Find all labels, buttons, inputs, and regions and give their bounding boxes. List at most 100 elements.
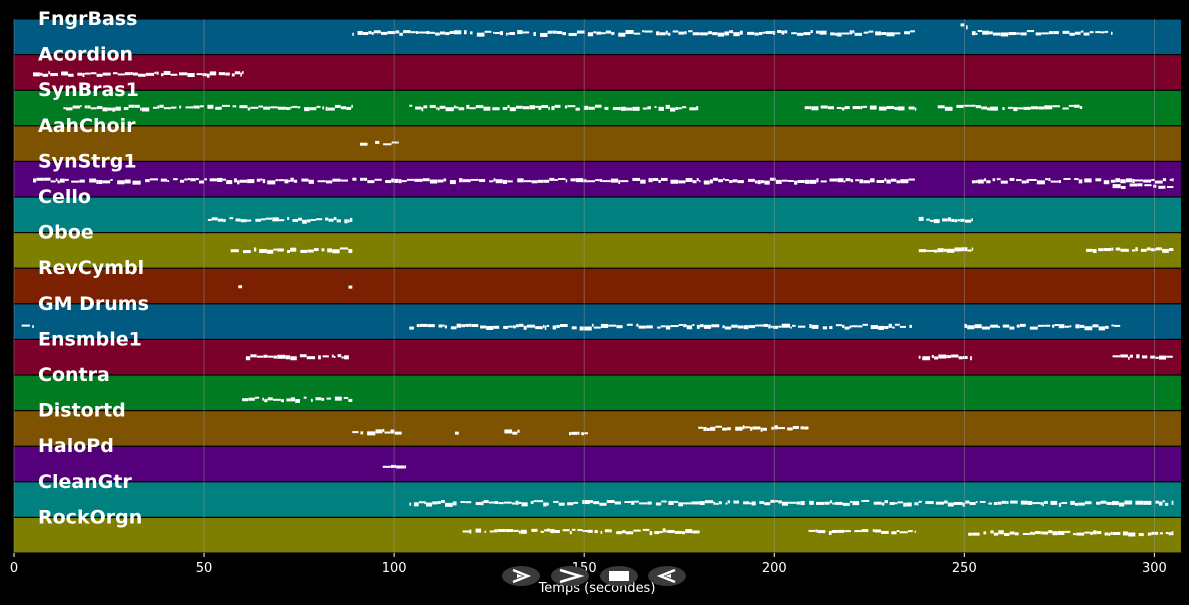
note	[1124, 500, 1133, 505]
note	[523, 325, 527, 330]
note	[956, 104, 964, 108]
note	[829, 178, 838, 182]
note	[1104, 30, 1109, 33]
rewind-button[interactable]	[502, 566, 540, 586]
note	[1009, 531, 1015, 535]
note	[1155, 500, 1159, 504]
note	[931, 354, 934, 358]
note	[453, 105, 456, 109]
note	[718, 501, 722, 505]
note	[717, 32, 725, 37]
note	[538, 105, 542, 110]
note	[703, 180, 710, 185]
note	[59, 178, 65, 183]
note	[954, 219, 958, 223]
forward-button[interactable]	[648, 566, 686, 586]
note	[733, 32, 740, 37]
note	[722, 427, 727, 431]
note	[1120, 354, 1128, 358]
note	[255, 396, 260, 399]
note	[616, 325, 623, 329]
note	[414, 178, 423, 182]
note	[841, 32, 850, 35]
note	[84, 72, 91, 75]
note	[647, 501, 652, 505]
note	[1151, 178, 1155, 181]
note	[1143, 179, 1152, 183]
note	[975, 105, 981, 109]
note	[762, 427, 767, 431]
note	[772, 325, 779, 329]
note	[787, 180, 794, 183]
note	[906, 502, 912, 507]
note	[657, 326, 661, 329]
note	[157, 105, 160, 109]
note	[115, 106, 121, 111]
note	[642, 30, 645, 33]
note	[926, 249, 934, 252]
note	[1162, 178, 1167, 182]
note	[493, 325, 500, 329]
note	[894, 32, 901, 35]
note	[966, 25, 968, 30]
note	[548, 106, 550, 110]
note	[769, 177, 776, 181]
note	[828, 530, 832, 535]
note	[765, 30, 773, 34]
note	[499, 31, 504, 36]
note	[1100, 500, 1107, 504]
track-labels: FngrBass Acordion SynBras1 AahChoir SynStrg1…	[38, 8, 149, 528]
note	[437, 179, 444, 183]
note	[337, 354, 342, 358]
note	[703, 426, 707, 431]
stop-button[interactable]	[600, 566, 638, 586]
note	[1032, 531, 1035, 535]
note	[275, 179, 279, 182]
note	[267, 397, 273, 401]
note	[261, 218, 266, 221]
note	[1064, 530, 1071, 533]
note	[1120, 179, 1126, 184]
tick-label: 250	[952, 561, 977, 576]
note	[277, 354, 286, 359]
note	[809, 324, 812, 329]
note	[862, 323, 869, 326]
note	[134, 104, 140, 108]
note	[481, 501, 484, 506]
note	[367, 431, 376, 436]
note	[816, 501, 825, 505]
tick-label: 200	[762, 561, 787, 576]
note	[124, 72, 131, 76]
note	[1020, 32, 1027, 36]
note	[878, 325, 885, 330]
note	[870, 178, 875, 183]
note	[729, 30, 734, 34]
note	[435, 32, 440, 36]
note	[778, 427, 786, 430]
note	[185, 106, 194, 109]
note	[685, 529, 693, 534]
note	[724, 326, 732, 330]
note	[399, 32, 403, 36]
note	[315, 218, 323, 221]
note	[258, 105, 263, 108]
note	[96, 179, 99, 184]
note	[618, 32, 626, 37]
note	[272, 398, 281, 401]
note	[849, 325, 852, 329]
play-button[interactable]	[551, 566, 589, 586]
note	[1036, 180, 1045, 185]
note	[656, 31, 660, 36]
note	[1083, 32, 1090, 36]
note	[199, 105, 204, 108]
note	[242, 250, 251, 254]
note	[1144, 184, 1152, 187]
note	[559, 323, 568, 327]
note	[674, 530, 682, 534]
note	[710, 426, 716, 431]
note	[248, 397, 255, 401]
note	[61, 71, 68, 76]
note	[788, 501, 797, 504]
note	[962, 502, 966, 507]
note	[187, 178, 190, 181]
